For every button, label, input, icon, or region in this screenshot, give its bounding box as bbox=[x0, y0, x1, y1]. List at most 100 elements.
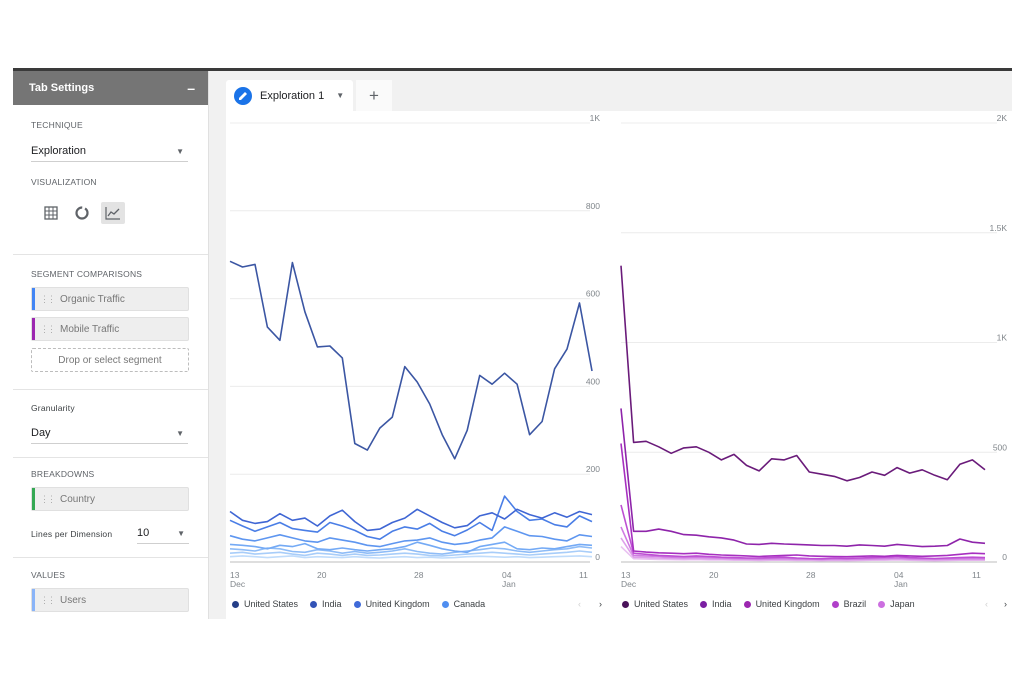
y-tick-label: 0 bbox=[595, 552, 600, 562]
breakdowns-label: BREAKDOWNS bbox=[31, 469, 95, 479]
add-tab-button[interactable]: + bbox=[356, 80, 392, 111]
legend-label: Japan bbox=[890, 599, 915, 609]
legend-swatch bbox=[232, 600, 239, 608]
x-tick-label: 11 bbox=[972, 570, 981, 580]
legend-prev-icon[interactable]: ‹ bbox=[578, 599, 581, 609]
technique-label: TECHNIQUE bbox=[31, 120, 83, 130]
drop-segment-zone[interactable]: Drop or select segment bbox=[31, 348, 189, 372]
edit-icon[interactable] bbox=[234, 86, 252, 105]
legend-label: India bbox=[712, 599, 732, 609]
x-tick-label: 28 bbox=[806, 570, 816, 580]
x-tick-label: 28 bbox=[414, 570, 424, 580]
legend-swatch bbox=[441, 600, 449, 608]
visualization-label: VISUALIZATION bbox=[31, 177, 97, 187]
segment-chip-organic[interactable]: ⋮⋮ Organic Traffic bbox=[31, 287, 189, 311]
legend-swatch bbox=[700, 600, 708, 608]
drag-handle-icon[interactable]: ⋮⋮ bbox=[40, 493, 56, 504]
segment-color-bar bbox=[32, 318, 35, 340]
legend-item[interactable]: United States bbox=[622, 599, 688, 609]
legend-swatch bbox=[831, 600, 839, 608]
granularity-value: Day bbox=[31, 427, 51, 439]
series-line-organic bbox=[229, 545, 593, 555]
divider bbox=[13, 557, 208, 558]
chevron-down-icon: ▼ bbox=[176, 428, 184, 438]
chevron-down-icon[interactable]: ▼ bbox=[336, 91, 345, 100]
legend-swatch bbox=[743, 600, 751, 608]
legend-item[interactable]: United States bbox=[232, 599, 298, 609]
lines-per-dimension-value: 10 bbox=[137, 527, 150, 539]
x-tick-label: 20 bbox=[317, 570, 327, 580]
y-tick-label: 800 bbox=[586, 201, 600, 211]
series-line-mobile bbox=[620, 265, 986, 482]
legend-item[interactable]: India bbox=[310, 599, 342, 609]
drag-handle-icon[interactable]: ⋮⋮ bbox=[40, 323, 56, 334]
legend-item[interactable]: Japan bbox=[878, 599, 915, 609]
series-line-organic bbox=[229, 260, 593, 460]
technique-dropdown[interactable]: Exploration ▼ bbox=[31, 141, 188, 162]
chart-legend-organic: United States India United Kingdom Canad… bbox=[232, 599, 497, 609]
tab-exploration-1[interactable]: Exploration 1 ▼ bbox=[226, 80, 353, 111]
exploration-canvas: 0 200 400 600 800 1K 13 Dec 20 28 04 Jan 11 0 500 1K 1.5… bbox=[226, 111, 1012, 619]
series-line-mobile bbox=[620, 443, 986, 558]
legend-prev-icon[interactable]: ‹ bbox=[985, 599, 988, 609]
tab-strip: Exploration 1 ▼ + bbox=[223, 71, 1012, 111]
lines-per-dimension-dropdown[interactable]: 10 ▼ bbox=[137, 523, 189, 544]
collapse-icon[interactable]: – bbox=[187, 80, 195, 96]
legend-label: India bbox=[322, 599, 342, 609]
series-line-organic bbox=[229, 550, 593, 557]
value-label: Users bbox=[60, 594, 87, 606]
y-tick-label: 400 bbox=[586, 376, 600, 386]
x-tick-label: 04 bbox=[502, 570, 512, 580]
visualization-options bbox=[39, 202, 125, 224]
segment-comparisons-label: SEGMENT COMPARISONS bbox=[31, 269, 143, 279]
chevron-down-icon: ▼ bbox=[177, 528, 185, 538]
legend-item[interactable]: United Kingdom bbox=[743, 599, 820, 609]
divider bbox=[13, 389, 208, 390]
series-line-organic bbox=[229, 555, 593, 559]
legend-swatch bbox=[878, 600, 886, 608]
legend-label: United States bbox=[634, 599, 689, 609]
granularity-label: Granularity bbox=[31, 403, 75, 413]
x-tick-label: 13 bbox=[230, 570, 240, 580]
segment-chip-mobile[interactable]: ⋮⋮ Mobile Traffic bbox=[31, 317, 189, 341]
segment-label: Mobile Traffic bbox=[60, 323, 120, 335]
x-tick-label: 20 bbox=[709, 570, 719, 580]
line-chart-icon[interactable] bbox=[101, 202, 125, 224]
legend-item[interactable]: Brazil bbox=[831, 599, 866, 609]
x-tick-month-label: Jan bbox=[894, 579, 908, 589]
lines-per-dimension-label: Lines per Dimension bbox=[31, 529, 113, 539]
legend-item[interactable]: United Kingdom bbox=[353, 599, 430, 609]
tab-settings-title: Tab Settings bbox=[29, 82, 95, 94]
drag-handle-icon[interactable]: ⋮⋮ bbox=[40, 594, 56, 605]
x-tick-label: 04 bbox=[894, 570, 904, 580]
tab-label: Exploration 1 bbox=[260, 89, 325, 102]
granularity-dropdown[interactable]: Day ▼ bbox=[31, 423, 188, 444]
x-tick-label: 13 bbox=[621, 570, 631, 580]
legend-item[interactable]: India bbox=[700, 599, 732, 609]
breakdown-label: Country bbox=[60, 493, 96, 505]
legend-swatch bbox=[353, 600, 361, 608]
chevron-down-icon: ▼ bbox=[176, 146, 184, 156]
legend-next-icon[interactable]: › bbox=[1004, 599, 1007, 609]
legend-next-icon[interactable]: › bbox=[599, 599, 602, 609]
value-chip-users[interactable]: ⋮⋮ Users bbox=[31, 588, 189, 612]
x-tick-month-label: Dec bbox=[230, 579, 246, 589]
legend-item[interactable]: Canada bbox=[441, 599, 485, 609]
breakdown-chip-country[interactable]: ⋮⋮ Country bbox=[31, 487, 189, 511]
y-tick-label: 500 bbox=[993, 442, 1007, 452]
donut-icon[interactable] bbox=[70, 202, 94, 224]
y-tick-label: 600 bbox=[586, 289, 600, 299]
table-icon[interactable] bbox=[39, 202, 63, 224]
y-tick-label: 1K bbox=[997, 333, 1008, 343]
tab-settings-panel: Tab Settings – TECHNIQUE Exploration ▼ V… bbox=[13, 71, 209, 619]
app-window: Tab Settings – TECHNIQUE Exploration ▼ V… bbox=[13, 68, 1012, 619]
value-color-bar bbox=[32, 589, 35, 611]
technique-value: Exploration bbox=[31, 145, 87, 157]
drag-handle-icon[interactable]: ⋮⋮ bbox=[40, 293, 56, 304]
y-tick-label: 2K bbox=[997, 113, 1008, 123]
series-line-mobile bbox=[620, 504, 986, 560]
y-tick-label: 1K bbox=[590, 113, 601, 123]
segment-label: Organic Traffic bbox=[60, 293, 125, 305]
legend-swatch bbox=[310, 600, 318, 608]
